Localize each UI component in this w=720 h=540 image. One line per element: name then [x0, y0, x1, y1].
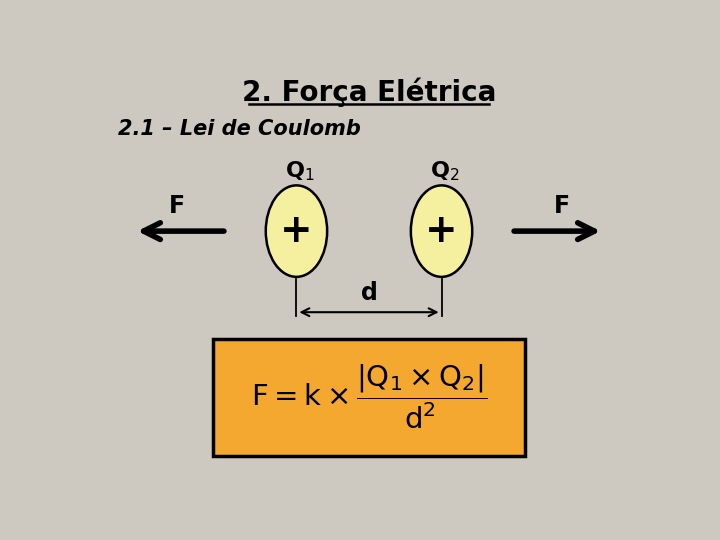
Ellipse shape: [411, 185, 472, 277]
Text: +: +: [426, 212, 458, 250]
Text: d: d: [361, 281, 377, 306]
Ellipse shape: [266, 185, 327, 277]
Text: +: +: [280, 212, 312, 250]
Text: $\mathsf{F = k \times \dfrac{|Q_1 \times Q_2|}{d^2}}$: $\mathsf{F = k \times \dfrac{|Q_1 \times…: [251, 363, 487, 431]
Text: 2. Força Elétrica: 2. Força Elétrica: [242, 77, 496, 106]
Text: Q$_1$: Q$_1$: [284, 159, 314, 183]
Text: 2.1 – Lei de Coulomb: 2.1 – Lei de Coulomb: [118, 119, 361, 139]
Text: F: F: [168, 194, 184, 218]
Text: F: F: [554, 194, 570, 218]
Text: Q$_2$: Q$_2$: [430, 159, 459, 183]
FancyBboxPatch shape: [213, 339, 526, 456]
